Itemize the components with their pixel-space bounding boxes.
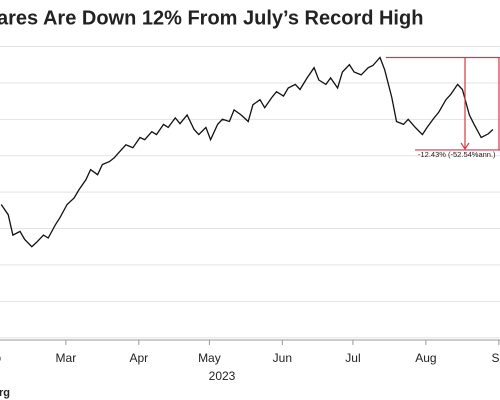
x-tick-label: May bbox=[198, 351, 221, 365]
x-axis-label: 2023 bbox=[209, 369, 236, 383]
x-tick-label: Apr bbox=[129, 351, 148, 365]
price-line bbox=[0, 56, 494, 248]
arrow-head bbox=[460, 142, 470, 150]
x-tick-label: b bbox=[0, 351, 1, 365]
source: rg bbox=[0, 387, 10, 399]
x-tick-label: Jun bbox=[273, 351, 292, 365]
x-tick-label: Se bbox=[491, 351, 500, 365]
x-tick-label: Jul bbox=[345, 351, 360, 365]
drop-label: -12.43% (-52.54%ann.) bbox=[418, 150, 496, 159]
x-tick-label: Aug bbox=[415, 351, 436, 365]
chart-title: ares Are Down 12% From July’s Record Hig… bbox=[0, 7, 423, 29]
x-tick-label: Mar bbox=[56, 351, 77, 365]
